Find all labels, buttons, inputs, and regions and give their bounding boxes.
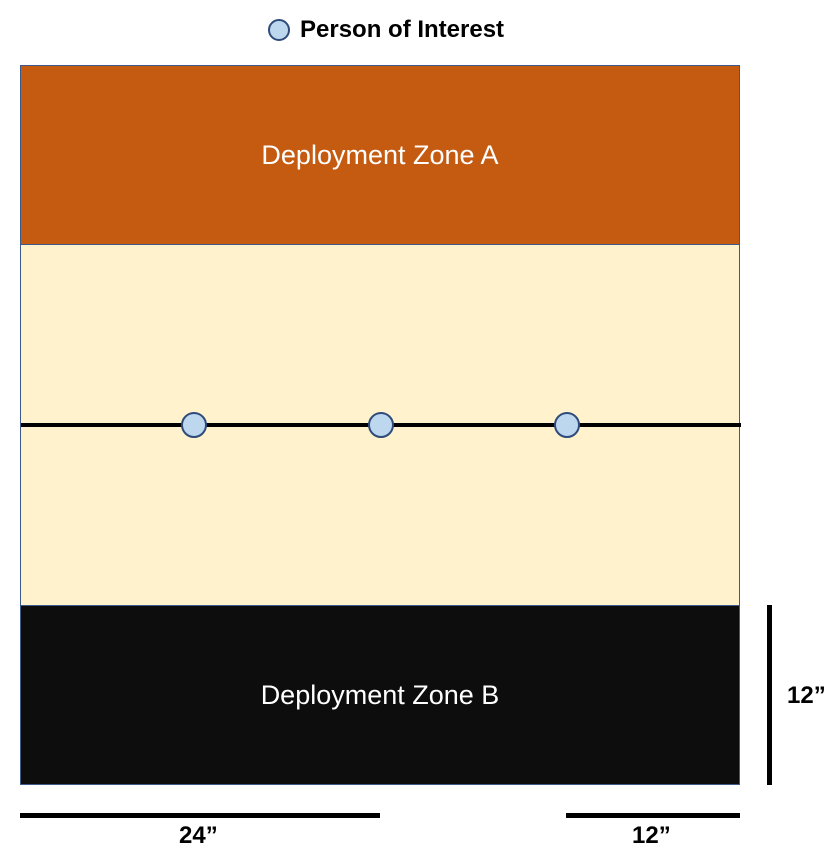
game-board: Deployment Zone A Deployment Zone B (20, 65, 741, 785)
horizontal-scale-bar-12 (566, 813, 740, 818)
deployment-zone-a-label: Deployment Zone A (261, 139, 499, 170)
person-of-interest-icon (268, 19, 290, 41)
legend: Person of Interest (268, 16, 504, 44)
horizontal-scale-label-12: 12” (632, 822, 671, 849)
legend-label: Person of Interest (300, 16, 505, 43)
vertical-scale-bar (767, 605, 772, 785)
horizontal-scale-label-24: 24” (179, 822, 218, 849)
horizontal-scale-bar-24 (20, 813, 380, 818)
person-of-interest-marker-1[interactable] (181, 412, 207, 438)
vertical-scale-label: 12” (787, 682, 826, 709)
deployment-zone-b: Deployment Zone B (20, 605, 740, 785)
midfield (20, 245, 741, 605)
person-of-interest-marker-3[interactable] (554, 412, 580, 438)
person-of-interest-marker-2[interactable] (368, 412, 394, 438)
deployment-zone-b-label: Deployment Zone B (260, 679, 500, 710)
deployment-zone-a: Deployment Zone A (20, 65, 740, 245)
